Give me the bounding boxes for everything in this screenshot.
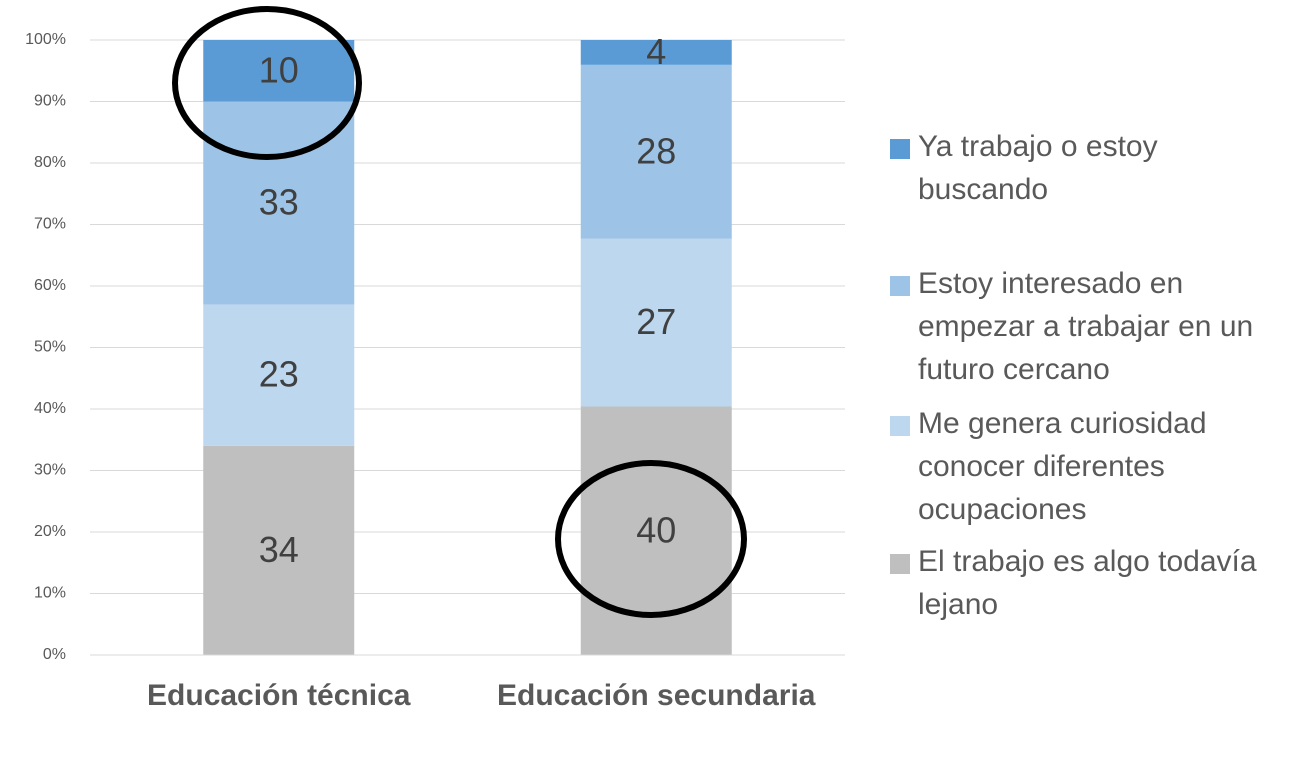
y-tick-label: 70% xyxy=(34,216,66,233)
data-label: 34 xyxy=(259,529,299,570)
x-tick-label: Educación secundaria xyxy=(497,679,816,712)
data-label: 40 xyxy=(636,509,676,550)
y-tick-label: 60% xyxy=(34,277,66,294)
legend-item: Estoy interesado en empezar a trabajar e… xyxy=(890,262,1290,391)
bar-segment xyxy=(203,445,355,655)
y-tick-label: 30% xyxy=(34,462,66,479)
legend-label: Ya trabajo o estoy buscando xyxy=(918,130,1158,206)
data-label: 27 xyxy=(636,301,676,342)
y-tick-label: 40% xyxy=(34,400,66,417)
highlight-circle xyxy=(555,460,747,618)
legend-item: El trabajo es algo todavía lejano xyxy=(890,540,1290,626)
legend-label: Estoy interesado en empezar a trabajar e… xyxy=(918,267,1254,386)
data-label: 10 xyxy=(259,49,299,90)
bar-segment xyxy=(203,304,355,446)
data-label: 33 xyxy=(259,181,299,222)
legend-swatch xyxy=(890,554,910,574)
data-label: 28 xyxy=(636,130,676,171)
bar-segment xyxy=(580,40,732,65)
y-tick-label: 90% xyxy=(34,93,66,110)
bar-segment xyxy=(580,238,732,407)
y-tick-label: 0% xyxy=(43,646,66,663)
legend-swatch xyxy=(890,416,910,436)
bar-segment xyxy=(203,40,355,102)
y-tick-label: 50% xyxy=(34,339,66,356)
plot: 0% 10% 20% 30% 40% 50% 60% 70% 80% 90% 100% 34 23 33 1… xyxy=(25,31,845,663)
legend-label: El trabajo es algo todavía lejano xyxy=(918,545,1257,621)
highlight-circle xyxy=(172,6,362,160)
legend-swatch xyxy=(890,139,910,159)
legend-swatch xyxy=(890,276,910,296)
legend-item: Me genera curiosidad conocer diferentes … xyxy=(890,402,1290,531)
data-label: 4 xyxy=(646,31,666,72)
y-tick-label: 20% xyxy=(34,523,66,540)
y-tick-label: 10% xyxy=(34,585,66,602)
y-tick-label: 80% xyxy=(34,154,66,171)
data-label: 23 xyxy=(259,354,299,395)
legend-item: Ya trabajo o estoy buscando xyxy=(890,125,1290,211)
x-tick-label: Educación técnica xyxy=(147,679,411,712)
legend-label: Me genera curiosidad conocer diferentes … xyxy=(918,407,1207,526)
bar-segment xyxy=(580,64,732,239)
y-tick-label: 100% xyxy=(25,31,66,48)
